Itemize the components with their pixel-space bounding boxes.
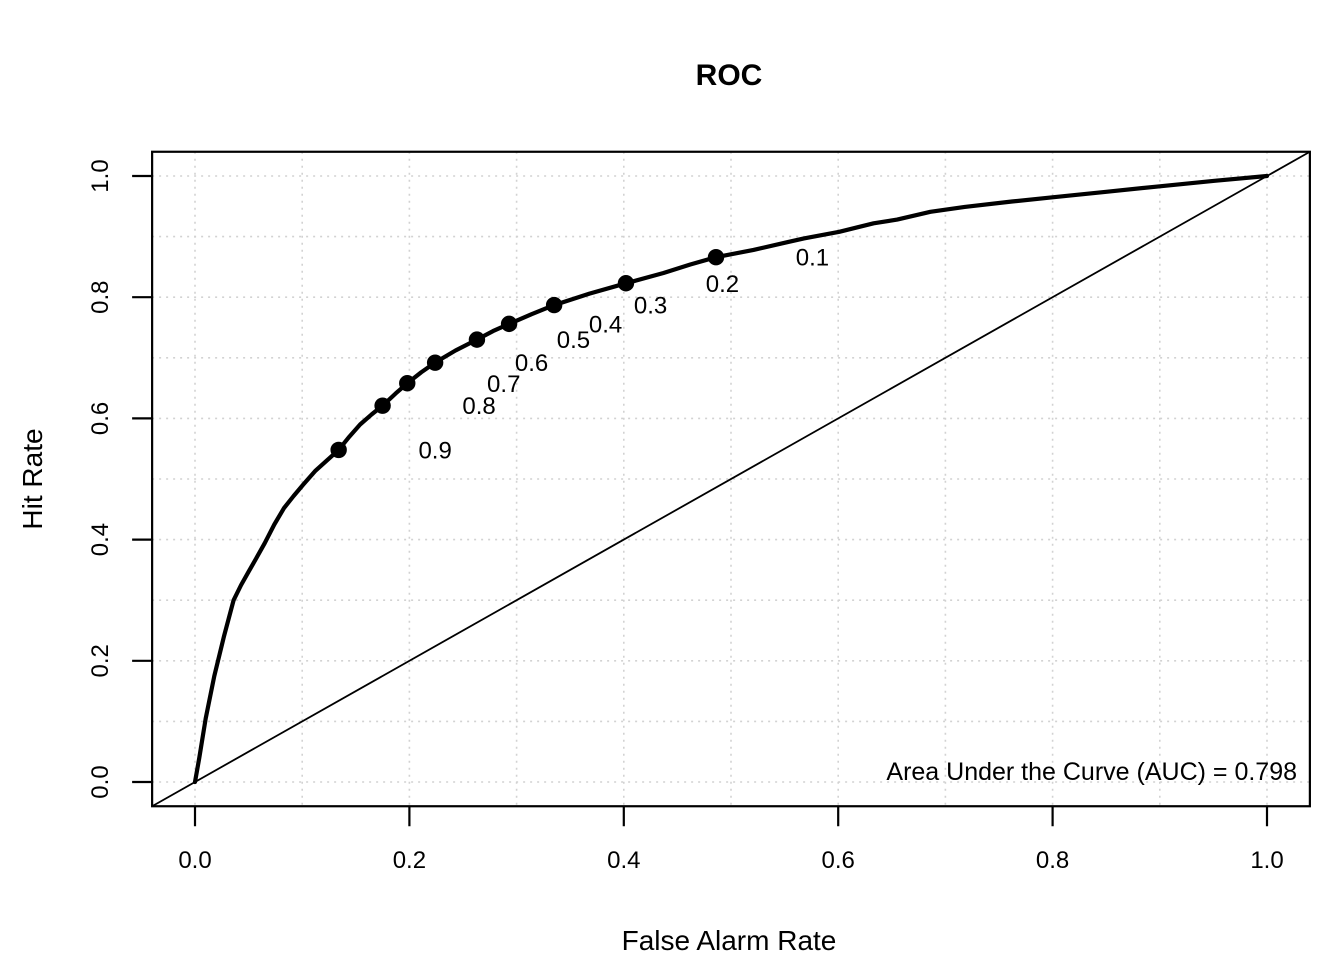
- y-tick-label: 0.6: [87, 402, 114, 435]
- y-tick-label: 0.2: [87, 644, 114, 677]
- chance-diagonal-line: [151, 150, 1311, 808]
- threshold-point: [707, 249, 725, 266]
- x-tick-label: 0.4: [607, 847, 640, 874]
- x-tick-label: 0.6: [822, 847, 855, 874]
- x-tick-label: 0.0: [178, 847, 211, 874]
- threshold-point: [500, 315, 518, 333]
- threshold-point: [545, 296, 563, 314]
- threshold-label: 0.1: [796, 245, 829, 272]
- auc-annotation: Area Under the Curve (AUC) = 0.798: [886, 758, 1297, 786]
- y-tick-label: 0.4: [87, 523, 114, 556]
- threshold-label: 0.2: [706, 271, 739, 298]
- plot-border: [151, 150, 1311, 808]
- axis-tick-labels: 0.0 0.2 0.4 0.6 0.8 1.0 0.0 0.2 0.4 0.6 0.8 1.0: [87, 159, 1284, 874]
- threshold-point: [426, 354, 444, 371]
- y-tick-label: 1.0: [87, 159, 114, 192]
- threshold-point: [617, 275, 635, 292]
- x-tick-label: 0.8: [1036, 847, 1069, 874]
- threshold-point: [399, 375, 416, 392]
- threshold-point: [374, 397, 391, 414]
- chart-title: ROC: [696, 59, 763, 92]
- threshold-label: 0.4: [589, 311, 622, 338]
- axis-ticks: [132, 174, 1269, 827]
- threshold-point: [468, 331, 486, 348]
- plot-box: [151, 150, 1311, 808]
- roc-curve-line: [192, 173, 1270, 785]
- y-tick-label: 0.8: [87, 281, 114, 314]
- threshold-label: 0.3: [634, 293, 667, 320]
- x-tick-label: 1.0: [1250, 847, 1283, 874]
- y-axis-label: Hit Rate: [17, 428, 48, 529]
- threshold-point: [330, 441, 347, 459]
- threshold-label: 0.5: [557, 327, 590, 354]
- threshold-label: 0.7: [487, 371, 520, 398]
- threshold-label: 0.9: [418, 437, 451, 464]
- chance-diagonal: [151, 150, 1311, 808]
- roc-curve: [192, 173, 1270, 785]
- y-tick-label: 0.0: [87, 765, 114, 798]
- threshold-points: [330, 249, 725, 459]
- x-axis-label: False Alarm Rate: [622, 925, 837, 956]
- threshold-label: 0.8: [462, 393, 495, 420]
- x-tick-label: 0.2: [393, 847, 426, 874]
- threshold-labels: 0.9 0.80.70.6 0.50.4 0.3 0.2 0.1: [418, 245, 829, 465]
- threshold-label: 0.6: [515, 350, 548, 377]
